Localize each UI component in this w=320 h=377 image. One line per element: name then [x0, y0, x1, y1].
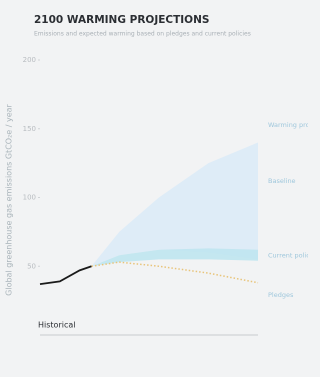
series-label: Pledges [268, 291, 294, 299]
y-tick-label: 100 [23, 194, 36, 202]
chart-title: 2100 WARMING PROJECTIONS [34, 14, 209, 26]
chart-subtitle: Emissions and expected warming based on … [34, 31, 251, 38]
series-label: Historical [38, 321, 75, 330]
y-tick-label: 50 [27, 262, 36, 270]
chart: 2100 WARMING PROJECTIONS Emissions and e… [0, 0, 308, 377]
band-label: Baseline [268, 177, 296, 185]
band-label: Current policies [268, 251, 308, 259]
y-tick-label: 200 [23, 56, 36, 64]
side-title: Warming projections by 2100 [268, 121, 308, 129]
y-tick-label: 150 [23, 125, 36, 133]
y-axis-label: Global greenhouse gas emissions GtCO₂e /… [5, 103, 14, 295]
